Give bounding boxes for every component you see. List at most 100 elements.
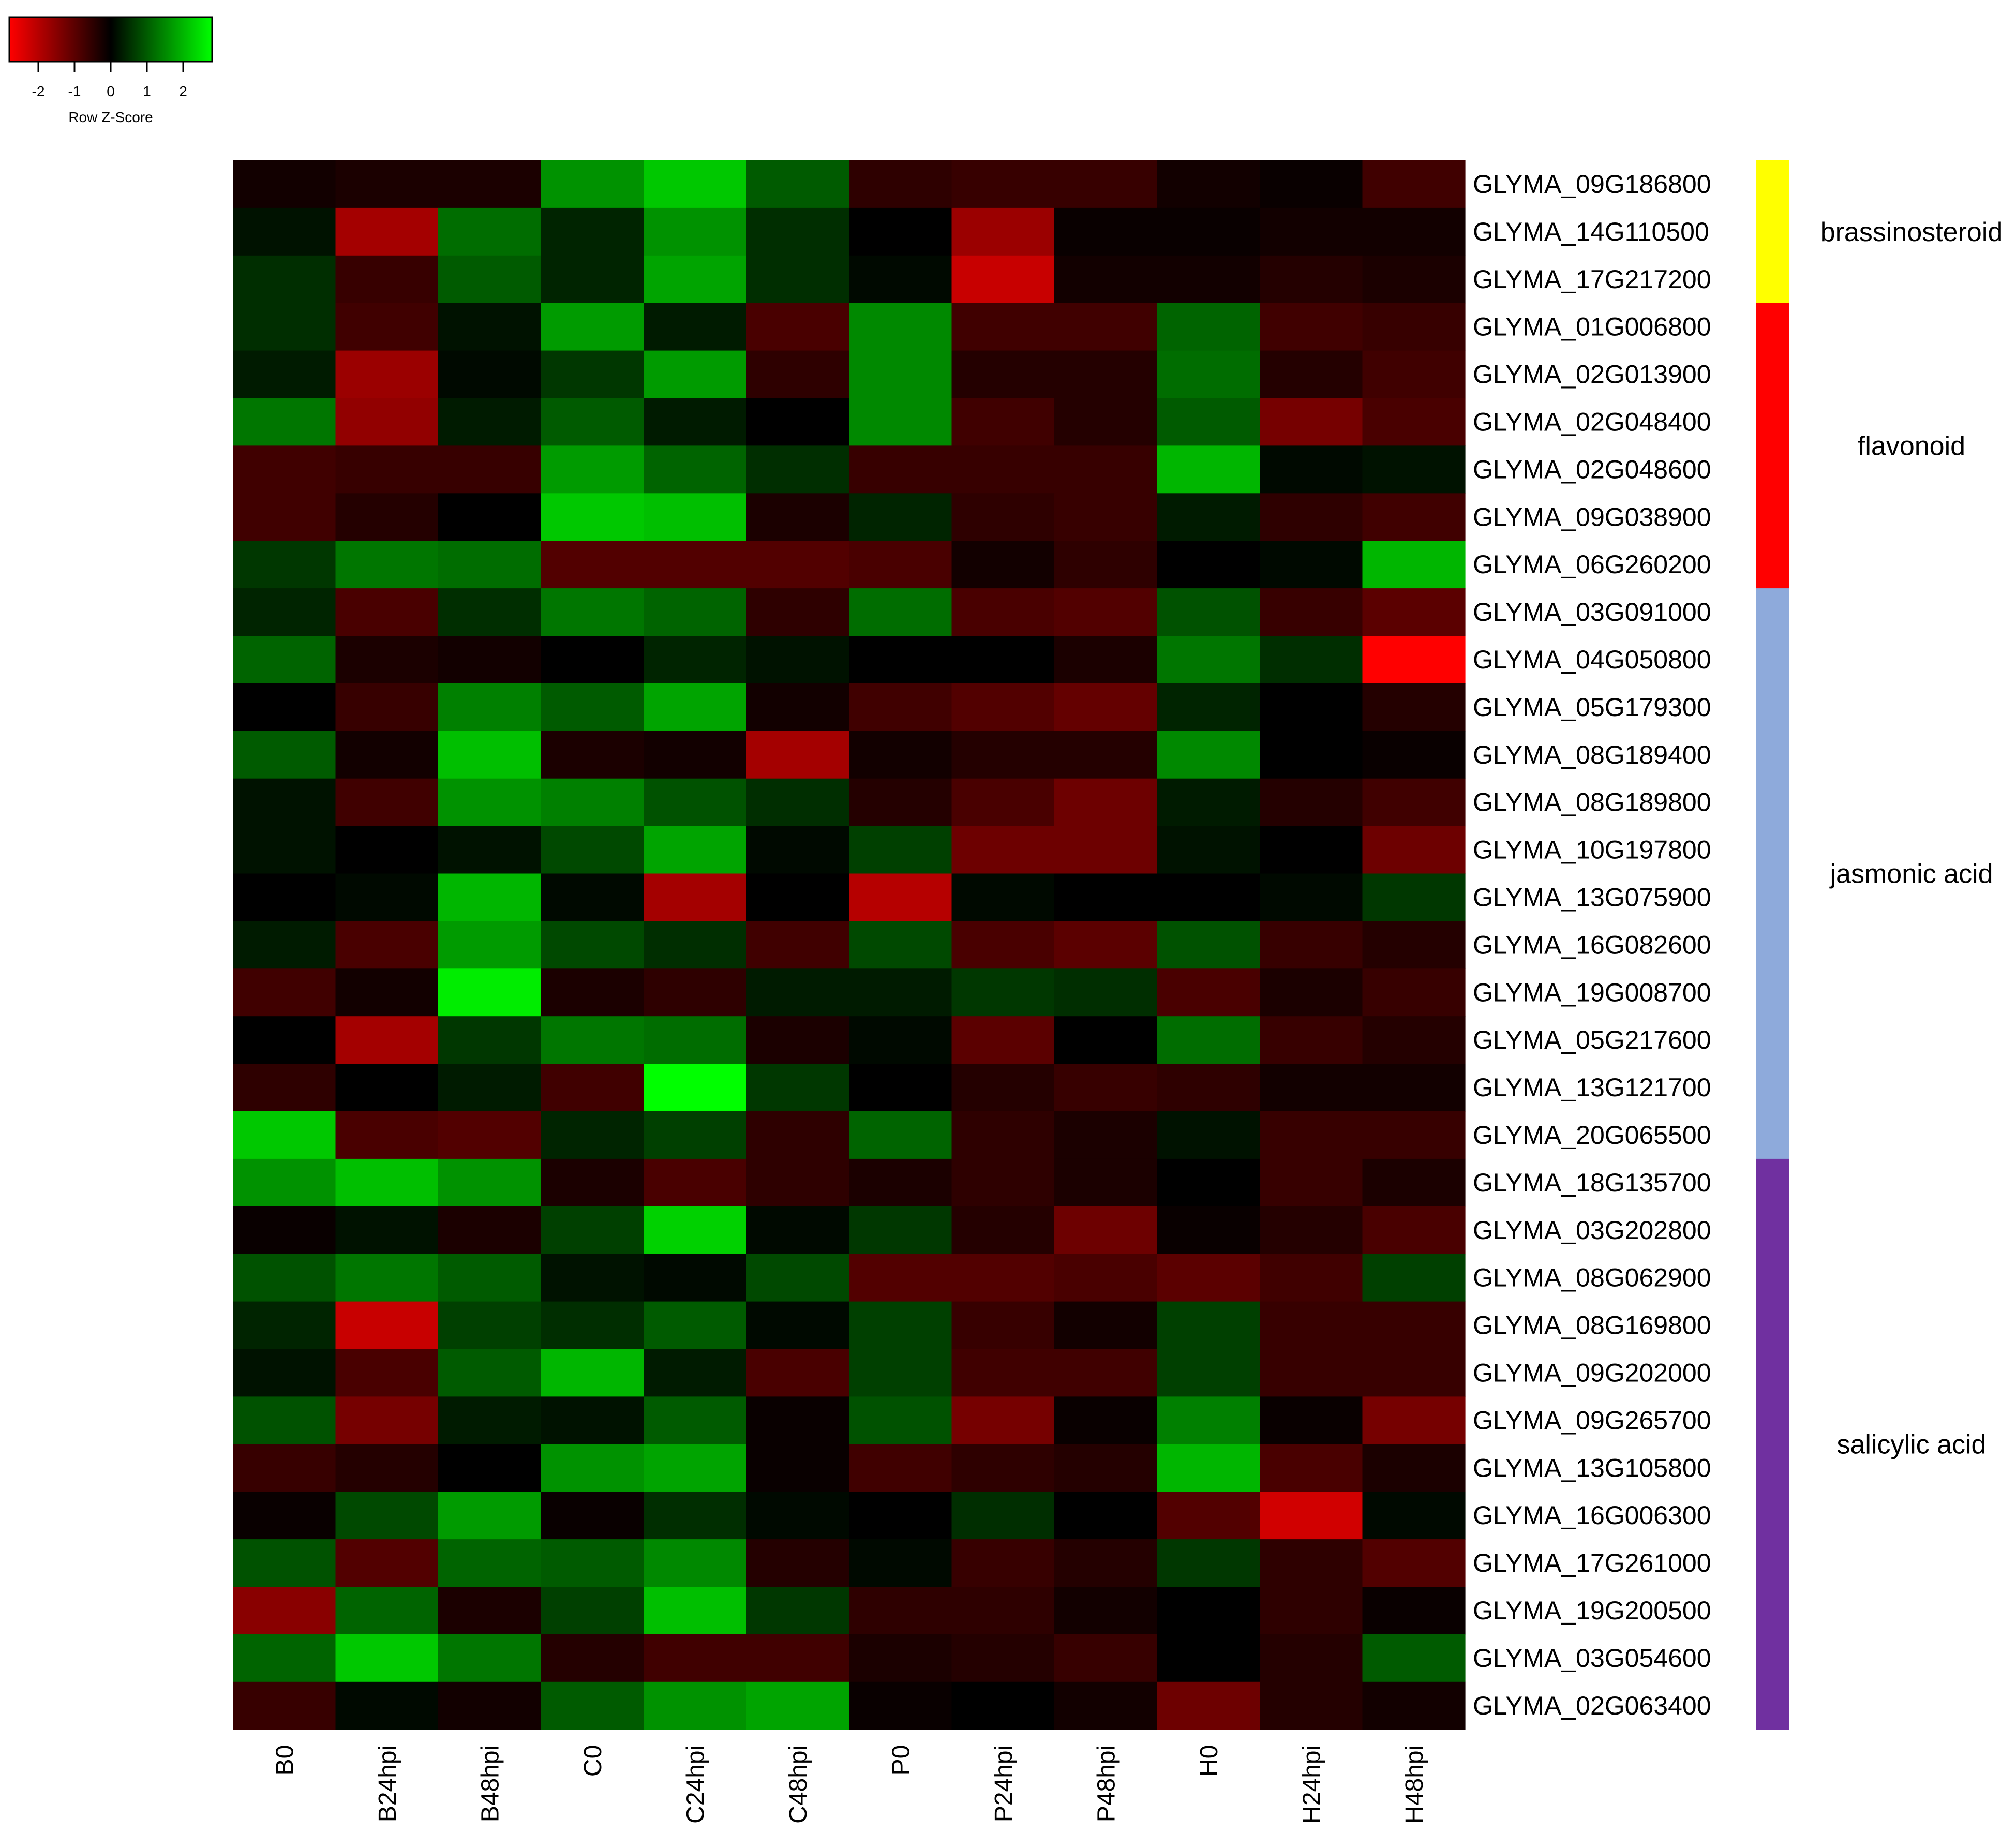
heatmap-cell xyxy=(1054,1254,1158,1302)
column-label: B48hpi xyxy=(476,1745,504,1822)
row-label: GLYMA_09G186800 xyxy=(1473,170,1711,199)
heatmap-cell xyxy=(746,160,849,208)
heatmap-cell xyxy=(1362,1301,1466,1350)
heatmap-cell xyxy=(1362,1349,1466,1397)
heatmap-cell xyxy=(746,445,849,494)
row-label: GLYMA_10G197800 xyxy=(1473,836,1711,865)
heatmap-cell xyxy=(1260,1111,1363,1159)
heatmap-cell xyxy=(849,1681,952,1730)
row-label: GLYMA_04G050800 xyxy=(1473,645,1711,674)
heatmap-cell xyxy=(1157,683,1260,732)
heatmap-cell xyxy=(951,731,1055,779)
heatmap-cell xyxy=(849,1016,952,1064)
heatmap-cell xyxy=(335,398,439,446)
heatmap-cell xyxy=(644,1444,747,1492)
heatmap-cell xyxy=(951,1492,1055,1540)
heatmap-cell xyxy=(438,1492,542,1540)
heatmap-cell xyxy=(746,683,849,732)
row-label: GLYMA_02G013900 xyxy=(1473,360,1711,389)
row-label: GLYMA_09G202000 xyxy=(1473,1358,1711,1387)
row-label: GLYMA_08G169800 xyxy=(1473,1311,1711,1340)
heatmap-cell xyxy=(1260,1396,1363,1444)
heatmap-cell xyxy=(541,778,644,827)
heatmap-cell xyxy=(1260,1158,1363,1207)
heatmap-cell xyxy=(951,968,1055,1017)
heatmap-cell xyxy=(335,541,439,589)
heatmap-cell xyxy=(746,826,849,874)
heatmap-cell xyxy=(644,588,747,636)
heatmap-cell xyxy=(1157,588,1260,636)
heatmap-cell xyxy=(1260,1016,1363,1064)
heatmap-cell xyxy=(1362,160,1466,208)
heatmap-cell xyxy=(335,1016,439,1064)
heatmap-cell xyxy=(1054,1016,1158,1064)
heatmap-cell xyxy=(1054,445,1158,494)
heatmap-cell xyxy=(1362,968,1466,1017)
heatmap-cell xyxy=(644,541,747,589)
heatmap-cell xyxy=(644,1634,747,1682)
heatmap-cell xyxy=(1362,1064,1466,1112)
heatmap-cell xyxy=(1157,1016,1260,1064)
heatmap-cell xyxy=(1260,968,1363,1017)
heatmap-cell xyxy=(233,207,336,256)
heatmap-cell xyxy=(951,826,1055,874)
heatmap-cell xyxy=(746,1634,849,1682)
heatmap-cell xyxy=(746,636,849,684)
heatmap-cell xyxy=(746,1064,849,1112)
heatmap-cell xyxy=(849,1349,952,1397)
heatmap-cell xyxy=(1260,921,1363,969)
heatmap-cell xyxy=(849,398,952,446)
heatmap-cell xyxy=(1157,778,1260,827)
row-label: GLYMA_19G200500 xyxy=(1473,1596,1711,1625)
heatmap-cell xyxy=(644,778,747,827)
heatmap-cell xyxy=(746,968,849,1017)
heatmap-cell xyxy=(1260,1254,1363,1302)
heatmap-cell xyxy=(438,1206,542,1255)
heatmap-cell xyxy=(1260,398,1363,446)
group-label: salicylic acid xyxy=(1837,1429,1987,1459)
heatmap-cell xyxy=(1054,255,1158,304)
heatmap-cell xyxy=(849,1158,952,1207)
heatmap-cell xyxy=(335,207,439,256)
heatmap-cell xyxy=(233,921,336,969)
column-label: P24hpi xyxy=(990,1745,1018,1822)
heatmap-cell xyxy=(1362,445,1466,494)
color-key-tick-label: -2 xyxy=(32,83,45,99)
heatmap-cell xyxy=(1260,1681,1363,1730)
heatmap-cell xyxy=(1260,1301,1363,1350)
heatmap-cell xyxy=(438,1444,542,1492)
heatmap-cell xyxy=(335,968,439,1017)
heatmap-cell xyxy=(233,1349,336,1397)
heatmap-cell xyxy=(541,1444,644,1492)
heatmap-cell xyxy=(1054,1634,1158,1682)
column-label: B0 xyxy=(271,1745,298,1776)
heatmap-cell xyxy=(438,1396,542,1444)
heatmap-cell xyxy=(1054,1587,1158,1635)
heatmap-cell xyxy=(438,588,542,636)
heatmap-cell xyxy=(951,255,1055,304)
heatmap-cell xyxy=(1054,1539,1158,1587)
heatmap-cell xyxy=(1054,398,1158,446)
heatmap-cell xyxy=(644,1681,747,1730)
heatmap-cell xyxy=(1362,398,1466,446)
heatmap-cell xyxy=(1054,160,1158,208)
heatmap-cell xyxy=(541,1111,644,1159)
row-label: GLYMA_08G062900 xyxy=(1473,1263,1711,1292)
heatmap-cell xyxy=(1362,826,1466,874)
heatmap-cell xyxy=(1054,1301,1158,1350)
heatmap-cell xyxy=(1260,873,1363,921)
heatmap-cell xyxy=(1054,350,1158,399)
heatmap-cell xyxy=(233,1301,336,1350)
heatmap-cell xyxy=(1054,207,1158,256)
heatmap-cell xyxy=(1157,255,1260,304)
heatmap-cell xyxy=(335,445,439,494)
heatmap-cell xyxy=(951,1587,1055,1635)
heatmap-cell xyxy=(1362,921,1466,969)
color-key-tick-label: 2 xyxy=(179,83,187,99)
heatmap-cell xyxy=(951,350,1055,399)
heatmap-cell xyxy=(746,731,849,779)
heatmap-cell xyxy=(644,207,747,256)
heatmap-cell xyxy=(438,826,542,874)
heatmap-cell xyxy=(849,160,952,208)
heatmap-cell xyxy=(644,683,747,732)
